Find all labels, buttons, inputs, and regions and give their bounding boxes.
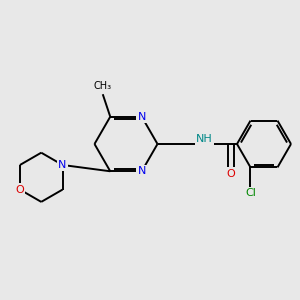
Text: O: O (226, 169, 236, 179)
Text: O: O (16, 184, 24, 195)
Text: N: N (138, 166, 146, 176)
Text: Cl: Cl (245, 188, 256, 199)
Text: N: N (58, 160, 67, 170)
Text: NH: NH (196, 134, 213, 144)
Text: CH₃: CH₃ (94, 81, 112, 91)
Text: N: N (138, 112, 146, 122)
